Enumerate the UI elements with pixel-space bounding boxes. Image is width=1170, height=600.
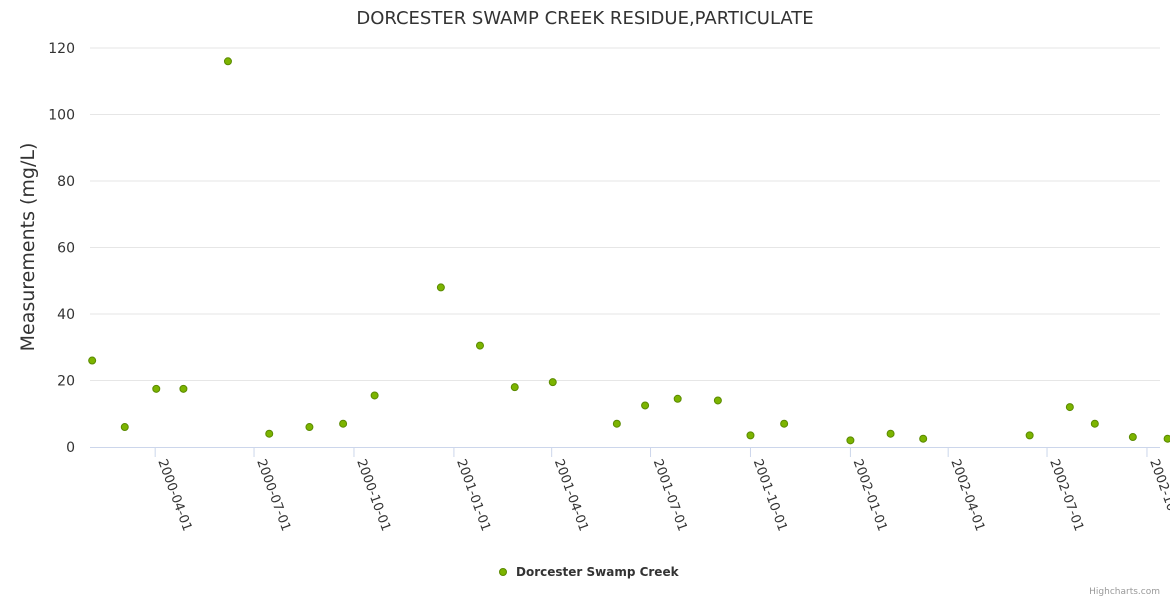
x-tick-label: 2000-04-01 xyxy=(154,457,194,533)
data-point[interactable] xyxy=(641,401,650,410)
data-point[interactable] xyxy=(179,384,188,393)
data-point[interactable] xyxy=(846,436,855,445)
y-tick-label: 120 xyxy=(48,41,75,57)
data-point[interactable] xyxy=(510,383,519,392)
data-point[interactable] xyxy=(746,431,755,440)
data-point[interactable] xyxy=(780,419,789,428)
data-point[interactable] xyxy=(1090,419,1099,428)
data-point[interactable] xyxy=(1128,433,1137,442)
legend-marker xyxy=(499,568,507,576)
legend-label[interactable]: Dorcester Swamp Creek xyxy=(516,565,680,579)
y-tick-label: 80 xyxy=(57,174,75,190)
x-tick-label: 2001-04-01 xyxy=(551,457,591,533)
x-tick-label: 2001-01-01 xyxy=(453,457,493,533)
x-tick-label: 2000-07-01 xyxy=(253,457,293,533)
y-tick-label: 40 xyxy=(57,307,75,323)
x-tick-label: 2002-10-01 xyxy=(1146,457,1170,533)
x-tick-label: 2002-01-01 xyxy=(850,457,890,533)
x-tick-label: 2002-07-01 xyxy=(1046,457,1086,533)
data-point[interactable] xyxy=(1065,403,1074,412)
data-point[interactable] xyxy=(265,429,274,438)
credits-link[interactable]: Highcharts.com xyxy=(1089,587,1160,597)
y-tick-label: 100 xyxy=(48,108,75,124)
x-tick-label: 2002-04-01 xyxy=(947,457,987,533)
data-point[interactable] xyxy=(436,283,445,292)
y-tick-label: 60 xyxy=(57,241,75,257)
y-tick-label: 20 xyxy=(57,374,75,390)
data-point[interactable] xyxy=(223,57,232,66)
y-tick-label: 0 xyxy=(66,440,75,456)
data-point[interactable] xyxy=(919,434,928,443)
data-point[interactable] xyxy=(886,429,895,438)
y-axis-ticks: 0 20 40 60 80 100 120 xyxy=(48,41,75,456)
data-point[interactable] xyxy=(548,378,557,387)
data-points xyxy=(88,57,1170,445)
grid-lines xyxy=(90,47,1160,381)
data-point[interactable] xyxy=(1163,434,1170,443)
data-point[interactable] xyxy=(152,384,161,393)
legend[interactable]: Dorcester Swamp Creek xyxy=(499,565,680,579)
x-tick-label: 2000-10-01 xyxy=(353,457,393,533)
data-point[interactable] xyxy=(339,419,348,428)
y-axis-label: Measurements (mg/L) xyxy=(17,143,39,352)
x-tick-label: 2001-07-01 xyxy=(650,457,690,533)
data-point[interactable] xyxy=(673,394,682,403)
data-point[interactable] xyxy=(120,423,129,432)
x-axis: 2000-04-01 2000-07-01 2000-10-01 2001-01-01… xyxy=(90,447,1170,533)
data-point[interactable] xyxy=(713,396,722,405)
data-point[interactable] xyxy=(370,391,379,400)
data-point[interactable] xyxy=(305,423,314,432)
data-point[interactable] xyxy=(475,341,484,350)
data-point[interactable] xyxy=(88,356,97,365)
data-point[interactable] xyxy=(612,419,621,428)
chart-title: DORCESTER SWAMP CREEK RESIDUE,PARTICULAT… xyxy=(356,8,813,29)
data-point[interactable] xyxy=(1025,431,1034,440)
x-tick-label: 2001-10-01 xyxy=(750,457,790,533)
